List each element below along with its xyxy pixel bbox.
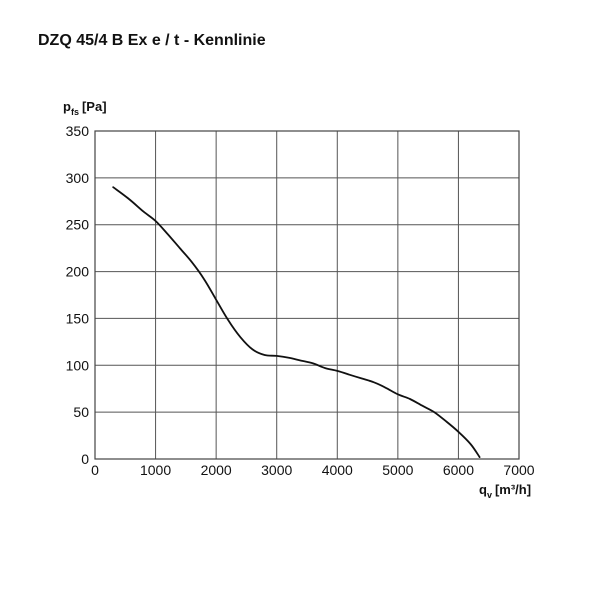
- y-axis-label-subscript: fs: [71, 107, 79, 117]
- y-axis-label: pfs [Pa]: [63, 99, 107, 117]
- x-axis-label-unit: [m³/h]: [495, 482, 531, 497]
- chart-title: DZQ 45/4 B Ex e / t - Kennlinie: [38, 32, 266, 49]
- x-tick-label: 0: [91, 462, 99, 478]
- y-axis-label-unit: [Pa]: [82, 99, 107, 114]
- x-tick-label: 7000: [503, 462, 534, 478]
- y-tick-labels: 0 50 100 150 200 250 300 350: [66, 123, 90, 467]
- x-tick-label: 3000: [261, 462, 292, 478]
- x-tick-label: 2000: [201, 462, 232, 478]
- y-tick-label: 100: [66, 357, 90, 373]
- x-tick-label: 6000: [443, 462, 474, 478]
- y-axis-label-main: p: [63, 99, 71, 114]
- y-tick-label: 200: [66, 264, 90, 280]
- x-tick-label: 4000: [322, 462, 353, 478]
- x-axis-label-main: q: [479, 482, 487, 497]
- x-tick-label: 1000: [140, 462, 171, 478]
- x-axis-label-subscript: v: [487, 490, 492, 500]
- y-tick-label: 50: [73, 404, 89, 420]
- x-axis-label: qv [m³/h]: [479, 482, 531, 500]
- y-tick-label: 300: [66, 170, 90, 186]
- y-tick-label: 350: [66, 123, 90, 139]
- y-tick-label: 150: [66, 310, 90, 326]
- y-tick-label: 0: [81, 451, 89, 467]
- x-tick-labels: 0 1000 2000 3000 4000 5000 6000 7000: [91, 462, 535, 478]
- y-tick-label: 250: [66, 217, 90, 233]
- plot-frame: [94, 130, 520, 460]
- grid-lines: [95, 131, 519, 459]
- series-line-curve: [112, 186, 481, 458]
- x-tick-label: 5000: [382, 462, 413, 478]
